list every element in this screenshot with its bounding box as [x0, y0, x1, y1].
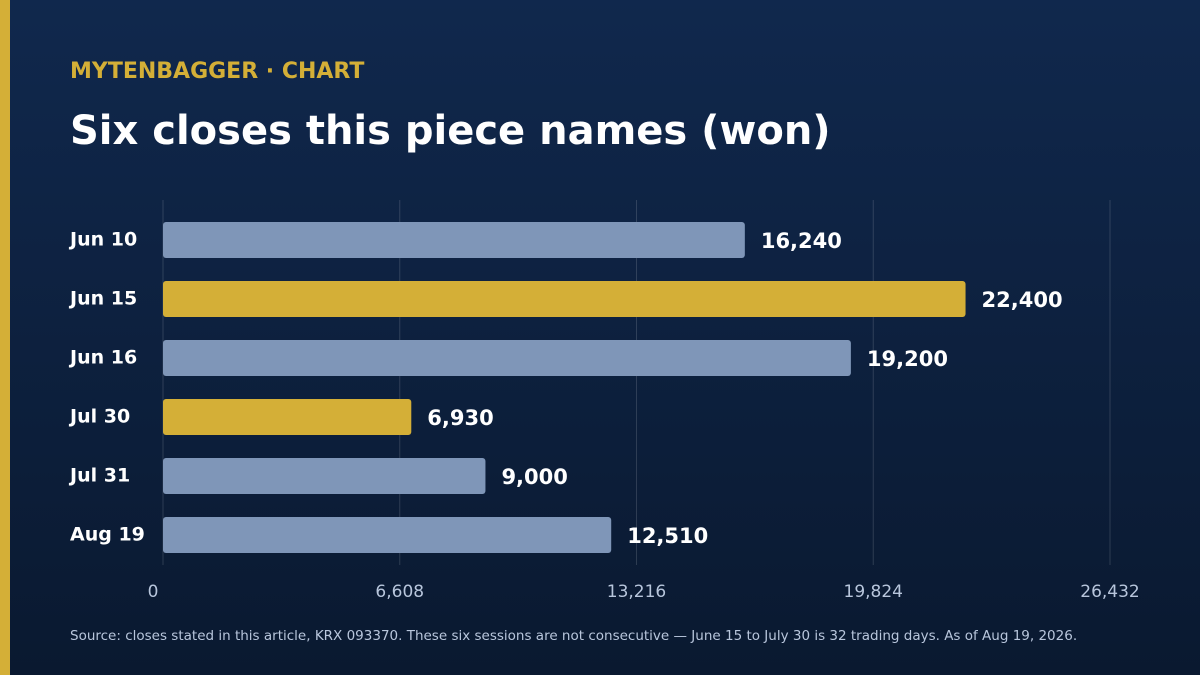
- x-tick-label: 0: [148, 582, 159, 602]
- x-tick-label: 13,216: [607, 582, 666, 602]
- bar: [163, 458, 486, 494]
- value-label: 12,510: [627, 524, 708, 548]
- x-tick-label: 26,432: [1080, 582, 1139, 602]
- x-tick-label: 19,824: [844, 582, 903, 602]
- value-label: 22,400: [982, 288, 1063, 312]
- y-tick-label: Jun 15: [68, 288, 137, 310]
- bar: [163, 222, 745, 258]
- y-tick-label: Jun 10: [68, 229, 137, 251]
- value-label: 6,930: [427, 406, 493, 430]
- chart-title: Six closes this piece names (won): [70, 108, 831, 154]
- y-tick-label: Jun 16: [68, 347, 137, 369]
- y-tick-label: Jul 30: [68, 406, 130, 428]
- bar: [163, 517, 612, 553]
- accent-strip: [0, 0, 10, 675]
- value-label: 9,000: [501, 465, 567, 489]
- bar: [163, 399, 412, 435]
- y-tick-label: Aug 19: [70, 524, 145, 546]
- bar: [163, 281, 966, 317]
- value-label: 19,200: [867, 347, 948, 371]
- bar: [163, 340, 851, 376]
- kicker: MYTENBAGGER · CHART: [70, 59, 364, 84]
- source-note: Source: closes stated in this article, K…: [70, 628, 1077, 644]
- x-tick-label: 6,608: [375, 582, 424, 602]
- y-tick-label: Jul 31: [68, 465, 130, 487]
- value-label: 16,240: [761, 229, 842, 253]
